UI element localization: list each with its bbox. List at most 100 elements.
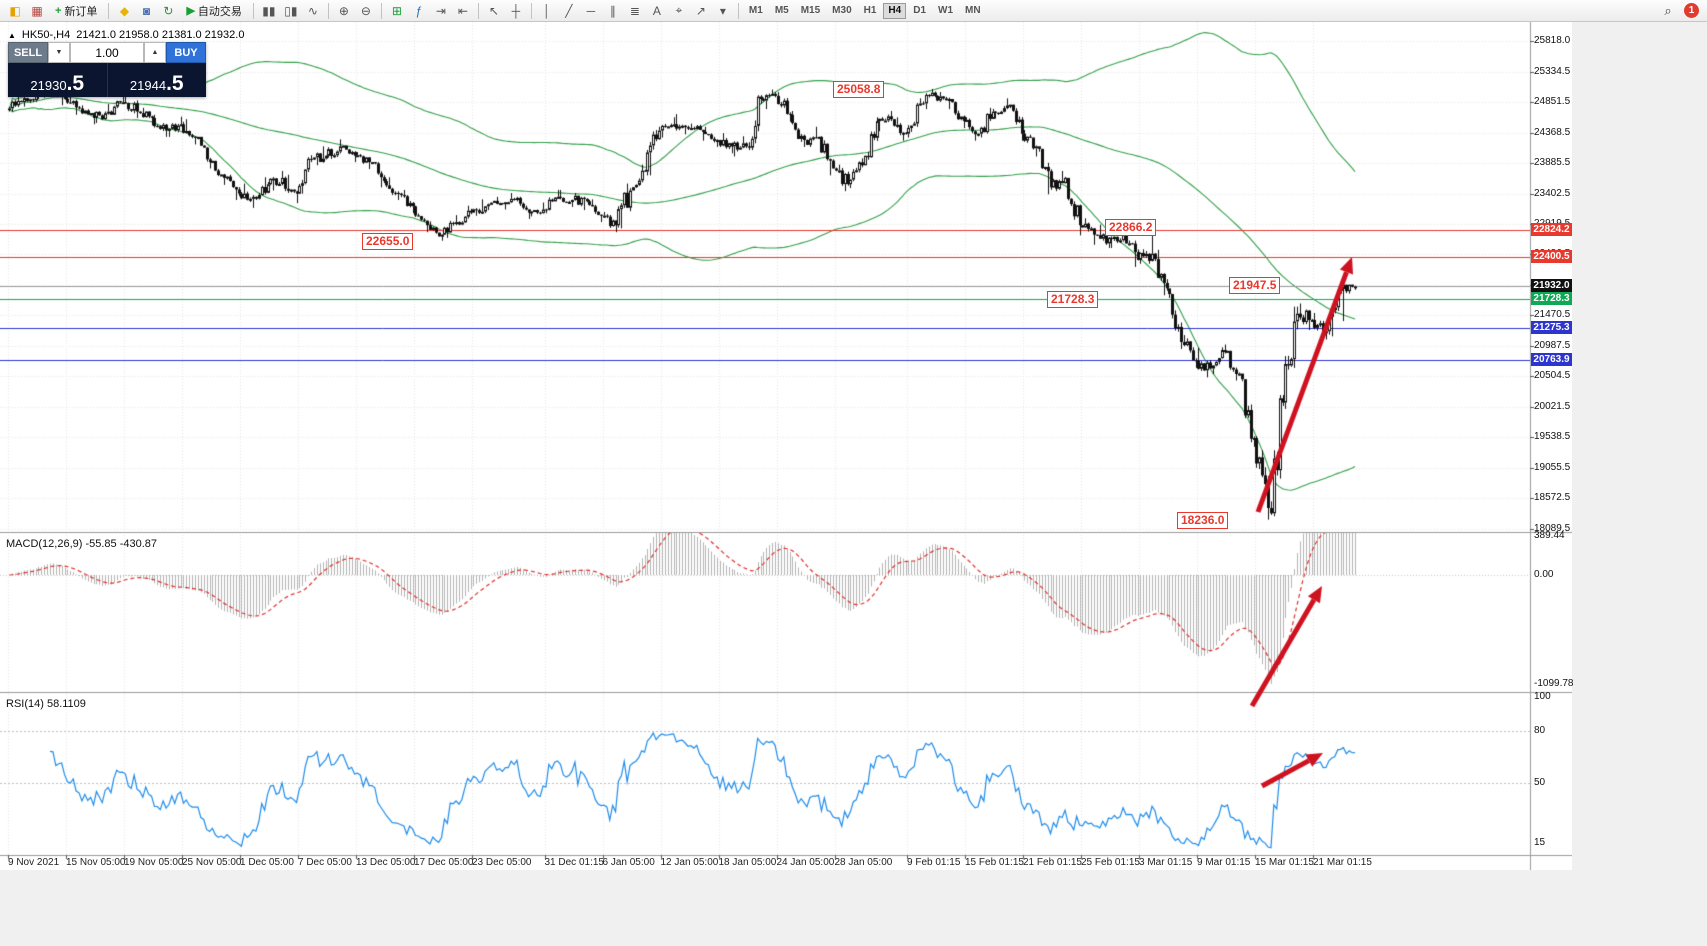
macd-axis-label: 0.00 — [1534, 569, 1554, 580]
text-label-icon[interactable]: ⌖ — [675, 3, 683, 17]
time-axis-label: 23 Dec 05:00 — [472, 857, 532, 868]
time-axis-label: 12 Jan 05:00 — [660, 857, 719, 868]
arrows-tool-icon[interactable]: ↗ — [695, 3, 706, 18]
volume-decrease-dropdown[interactable]: ▼ — [48, 42, 70, 63]
time-axis-label: 31 Dec 01:15 — [544, 857, 605, 868]
price-annotation[interactable]: 25058.8 — [833, 80, 885, 98]
mt-logo-icon[interactable]: ◧ — [9, 3, 21, 18]
candlestick-chart-icon[interactable]: ▯▮ — [284, 3, 298, 18]
trade-panel-controls: SELL ▼ 1.00 ▲ BUY — [8, 42, 206, 63]
toolbar-separator — [477, 2, 479, 19]
price-axis-label: 18089.5 — [1534, 522, 1571, 534]
cursor-icon[interactable]: ↖ — [488, 3, 499, 18]
zoom-out-icon[interactable]: ⊖ — [360, 3, 371, 18]
time-axis-label: 21 Feb 01:15 — [1023, 857, 1082, 868]
line-chart-icon[interactable]: ∿ — [307, 3, 318, 18]
symbol-arrow-icon: ▲ — [8, 30, 16, 40]
price-axis-label: 20504.5 — [1534, 370, 1571, 382]
time-axis-label: 15 Feb 01:15 — [965, 857, 1024, 868]
timeframe-h1[interactable]: H1 — [863, 5, 877, 16]
sell-price-frac: .5 — [66, 72, 85, 95]
new-order-button-icon: + — [55, 4, 62, 17]
macd-axis-label: 389.44 — [1534, 530, 1565, 542]
trade-panel-prices: 21930.5 21944.5 — [8, 63, 206, 97]
chart-ohlc-title: ▲ HK50-,H4 21421.0 21958.0 21381.0 21932… — [8, 29, 244, 41]
sell-price-main: 21930 — [30, 78, 67, 93]
price-axis-label: 19055.5 — [1534, 461, 1571, 473]
price-axis-label: 20021.5 — [1534, 400, 1571, 412]
time-axis-label: 15 Nov 05:00 — [66, 857, 126, 868]
price-axis-label: 23402.5 — [1534, 187, 1571, 199]
time-axis-label: 28 Jan 05:00 — [834, 857, 893, 868]
timeframe-w1[interactable]: W1 — [938, 5, 954, 16]
time-axis-label: 7 Dec 05:00 — [298, 857, 352, 868]
crosshair-icon[interactable]: ┼ — [511, 3, 521, 18]
timeframe-m30[interactable]: M30 — [832, 5, 852, 16]
fibonacci-icon[interactable]: ≣ — [629, 3, 640, 18]
sell-price[interactable]: 21930.5 — [8, 63, 108, 97]
refresh-icon[interactable]: ↻ — [163, 3, 174, 18]
toolbar-separator — [737, 2, 739, 19]
toolbar-separator — [252, 2, 254, 19]
search-icon[interactable]: ⌕ — [1664, 2, 1672, 18]
price-annotation[interactable]: 18236.0 — [1177, 511, 1229, 529]
macd-axis-label: -1099.78 — [1534, 677, 1574, 689]
notifications-badge[interactable]: 1 — [1684, 3, 1699, 18]
price-level-badge: 20763.9 — [1531, 353, 1572, 367]
favorites-icon[interactable]: ◆ — [119, 3, 130, 18]
timeframe-m5[interactable]: M5 — [774, 5, 789, 16]
price-level-badge: 22400.5 — [1531, 249, 1572, 263]
timeframe-h4[interactable]: H4 — [883, 2, 907, 19]
equidistant-channel-icon[interactable]: ∥ — [609, 3, 616, 18]
profiles-icon[interactable]: ◙ — [142, 3, 151, 18]
autotrading-button[interactable]: ▶ 自动交易 — [181, 2, 246, 20]
chart-canvas[interactable] — [0, 22, 1572, 870]
volume-input[interactable]: 1.00 — [70, 42, 144, 63]
chart-shift-icon[interactable]: ⇤ — [457, 3, 468, 18]
volume-increase-dropdown[interactable]: ▲ — [144, 42, 166, 63]
price-axis-label: 24851.5 — [1534, 96, 1571, 108]
trendline-icon[interactable]: ╱ — [565, 3, 573, 18]
price-level-badge: 21932.0 — [1531, 279, 1572, 293]
horizontal-line-icon[interactable]: ─ — [586, 3, 596, 18]
price-level-badge: 21728.3 — [1531, 292, 1572, 306]
timeframe-m15[interactable]: M15 — [800, 5, 821, 16]
price-axis-label: 25334.5 — [1534, 65, 1571, 77]
indicators-icon[interactable]: ƒ — [415, 3, 423, 18]
timeframe-mn[interactable]: MN — [965, 5, 981, 16]
new-chart-icon[interactable]: ▦ — [31, 3, 43, 18]
toolbar-separator — [327, 2, 329, 19]
price-annotation[interactable]: 21728.3 — [1047, 291, 1099, 309]
tile-windows-icon[interactable]: ⊞ — [391, 3, 402, 18]
autotrading-button-icon: ▶ — [186, 5, 195, 17]
buy-button[interactable]: BUY — [166, 42, 206, 63]
zoom-in-icon[interactable]: ⊕ — [338, 3, 349, 18]
toolbar-items: ◧ ▦ + 新订单 ◆ ◙ ↻ ▶ 自动交易 ▮▮ ▯▮ ∿ ⊕ ⊖ ⊞ ƒ ⇥ ⇤ ↖ ┼ │ ╱ ─ ∥ ≣ A ⌖ ↗ ▾ M1 M5… — [4, 0, 987, 21]
autoscroll-icon[interactable]: ⇥ — [435, 3, 446, 18]
buy-price[interactable]: 21944.5 — [108, 63, 207, 97]
text-icon[interactable]: A — [652, 3, 661, 18]
time-axis-label: 17 Dec 05:00 — [414, 857, 474, 868]
time-axis-label: 25 Feb 01:15 — [1081, 857, 1140, 868]
objects-dropdown-icon[interactable]: ▾ — [719, 3, 726, 18]
price-annotation[interactable]: 22866.2 — [1105, 219, 1157, 237]
sell-button[interactable]: SELL — [8, 42, 48, 63]
time-axis-label: 9 Feb 01:15 — [907, 857, 961, 868]
price-annotation[interactable]: 21947.5 — [1229, 277, 1281, 295]
new-order-button[interactable]: + 新订单 — [50, 2, 102, 20]
toolbar-separator — [380, 2, 382, 19]
rsi-axis-label: 80 — [1534, 725, 1546, 737]
rsi-indicator-label: RSI(14) 58.1109 — [6, 698, 86, 710]
price-annotation[interactable]: 22655.0 — [362, 232, 414, 250]
timeframe-d1[interactable]: D1 — [913, 5, 927, 16]
time-axis-label: 18 Jan 05:00 — [718, 857, 777, 868]
timeframe-m1[interactable]: M1 — [748, 5, 763, 16]
rsi-axis-label: 100 — [1534, 691, 1551, 702]
time-axis-label: 6 Jan 05:00 — [602, 857, 655, 868]
vertical-line-icon[interactable]: │ — [543, 3, 551, 18]
buy-price-main: 21944 — [129, 78, 167, 93]
toolbar-separator — [530, 2, 532, 19]
chart-window: ▲ HK50-,H4 21421.0 21958.0 21381.0 21932… — [0, 22, 1574, 870]
bar-chart-icon[interactable]: ▮▮ — [262, 3, 276, 18]
chart-ohlc-values: 21421.0 21958.0 21381.0 21932.0 — [76, 29, 245, 41]
